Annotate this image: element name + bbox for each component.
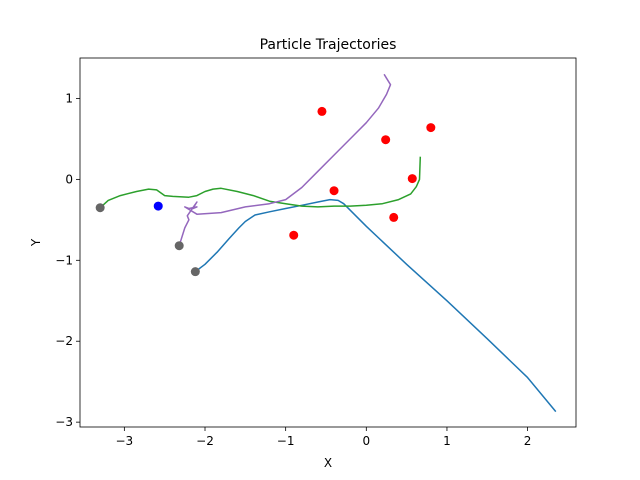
x-axis-ticks: −3 −2 −1 0 1 2 — [116, 427, 532, 448]
y-tick-label: 0 — [65, 172, 73, 186]
y-tick-label: −1 — [55, 253, 73, 267]
y-tick-label: −3 — [55, 415, 73, 429]
series-layer — [99, 73, 557, 413]
x-axis-label: X — [324, 456, 332, 470]
x-tick-label: 1 — [443, 434, 451, 448]
trajectory-line-3 — [178, 73, 392, 246]
x-tick-label: −3 — [116, 434, 134, 448]
x-tick-label: −1 — [277, 434, 295, 448]
particle-point-6 — [381, 135, 391, 145]
y-axis-ticks: 1 0 −1 −2 −3 — [55, 91, 80, 429]
particle-point-8 — [407, 174, 417, 184]
particle-point-2 — [174, 241, 184, 251]
particle-point-9 — [329, 186, 339, 196]
y-axis-label: Y — [29, 238, 43, 247]
particle-point-7 — [426, 123, 436, 133]
particle-point-1 — [95, 203, 105, 213]
particle-point-3 — [190, 267, 200, 277]
chart-title: Particle Trajectories — [260, 37, 397, 53]
points-layer — [95, 106, 436, 277]
particle-point-10 — [389, 212, 399, 222]
particle-point-5 — [317, 106, 327, 116]
plot-area — [79, 57, 577, 428]
trajectory-line-2 — [99, 156, 422, 209]
particle-point-4 — [153, 201, 163, 211]
y-tick-label: 1 — [65, 91, 73, 105]
x-tick-label: 2 — [524, 434, 532, 448]
particle-point-11 — [289, 230, 299, 240]
trajectory-line-1 — [194, 198, 557, 413]
x-tick-label: 0 — [362, 434, 370, 448]
x-tick-label: −2 — [196, 434, 214, 448]
y-tick-label: −2 — [55, 334, 73, 348]
